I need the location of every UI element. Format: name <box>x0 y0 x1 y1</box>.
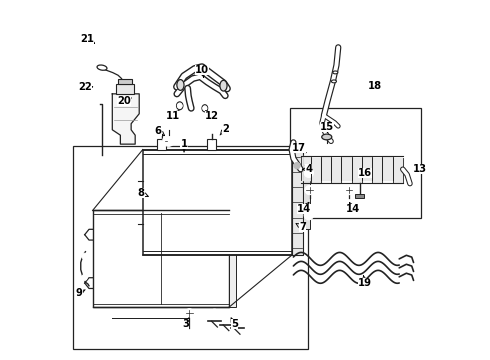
Polygon shape <box>342 156 352 180</box>
Bar <box>292 149 303 255</box>
Polygon shape <box>372 158 382 183</box>
Text: 3: 3 <box>182 318 189 329</box>
Text: 10: 10 <box>195 64 209 77</box>
Text: 9: 9 <box>76 288 85 298</box>
Polygon shape <box>311 158 321 183</box>
Polygon shape <box>392 158 403 183</box>
Circle shape <box>203 106 207 111</box>
Text: 14: 14 <box>297 202 311 214</box>
Bar <box>290 108 421 218</box>
Bar <box>303 165 310 229</box>
Ellipse shape <box>220 80 227 91</box>
Text: 11: 11 <box>166 111 180 121</box>
Bar <box>229 211 236 307</box>
Circle shape <box>294 162 300 169</box>
Ellipse shape <box>97 65 107 70</box>
Bar <box>143 149 292 255</box>
Ellipse shape <box>322 134 332 140</box>
Ellipse shape <box>331 80 337 83</box>
Bar <box>355 194 364 198</box>
Circle shape <box>163 135 174 146</box>
Circle shape <box>185 309 194 318</box>
Circle shape <box>81 253 87 259</box>
Polygon shape <box>362 156 372 180</box>
Bar <box>116 84 134 94</box>
Ellipse shape <box>177 80 184 90</box>
Ellipse shape <box>333 71 338 74</box>
Circle shape <box>344 185 354 195</box>
Bar <box>73 146 308 348</box>
Text: 17: 17 <box>292 143 306 153</box>
Text: 20: 20 <box>117 96 131 106</box>
Polygon shape <box>382 156 392 180</box>
Text: 4: 4 <box>302 164 313 174</box>
Text: 13: 13 <box>413 164 427 174</box>
Text: 16: 16 <box>358 168 372 178</box>
Bar <box>157 139 166 149</box>
Bar <box>93 211 229 307</box>
Text: 19: 19 <box>358 275 372 288</box>
Text: 2: 2 <box>220 124 229 135</box>
Text: 1: 1 <box>180 139 188 152</box>
Text: 14: 14 <box>345 202 360 214</box>
Circle shape <box>304 211 314 220</box>
Polygon shape <box>112 94 139 144</box>
Circle shape <box>81 275 87 280</box>
Bar <box>207 139 216 149</box>
Polygon shape <box>331 158 342 183</box>
Polygon shape <box>352 158 362 183</box>
Text: 8: 8 <box>138 188 148 198</box>
Text: 15: 15 <box>319 122 334 132</box>
Polygon shape <box>300 156 311 180</box>
Bar <box>118 78 132 84</box>
Ellipse shape <box>202 105 208 112</box>
Text: 7: 7 <box>296 222 306 232</box>
Text: 22: 22 <box>78 82 93 93</box>
Circle shape <box>221 313 230 321</box>
Text: 18: 18 <box>368 81 382 91</box>
Text: 6: 6 <box>155 126 165 136</box>
Text: 12: 12 <box>205 111 219 121</box>
Circle shape <box>305 185 314 195</box>
Text: 21: 21 <box>80 34 95 44</box>
Circle shape <box>177 103 182 108</box>
Circle shape <box>304 168 314 177</box>
Circle shape <box>210 309 219 318</box>
Circle shape <box>233 316 242 325</box>
Polygon shape <box>321 156 331 180</box>
Ellipse shape <box>176 102 183 110</box>
Text: 5: 5 <box>231 318 238 329</box>
